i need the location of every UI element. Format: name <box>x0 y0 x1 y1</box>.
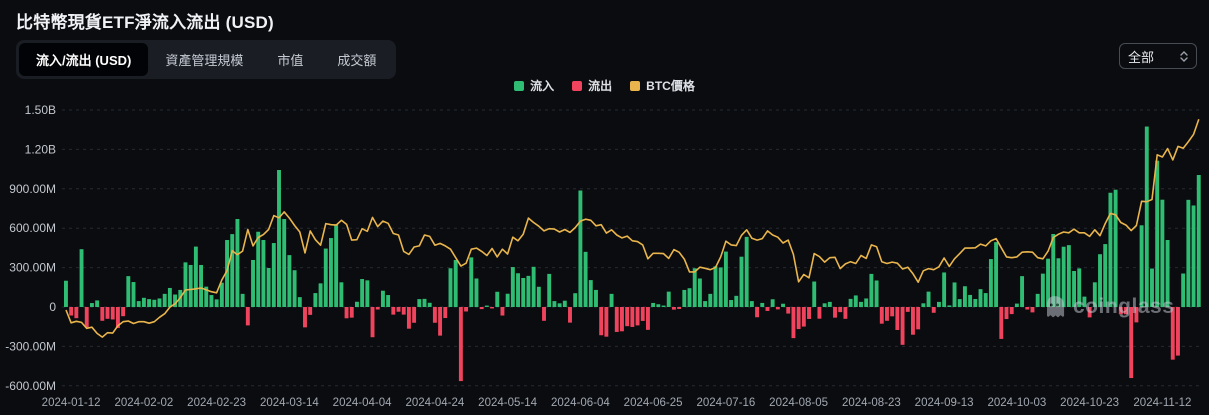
svg-text:2024-06-25: 2024-06-25 <box>624 397 683 409</box>
page-title: 比特幣現貨ETF淨流入流出 (USD) <box>16 13 274 32</box>
range-select[interactable]: 全部 <box>1119 43 1197 69</box>
svg-text:2024-10-23: 2024-10-23 <box>1060 397 1119 409</box>
svg-text:2024-09-13: 2024-09-13 <box>915 397 974 409</box>
svg-text:2024-04-04: 2024-04-04 <box>333 397 392 409</box>
svg-text:300.00M: 300.00M <box>9 261 56 275</box>
btc-price-line <box>65 119 1200 338</box>
svg-text:2024-07-16: 2024-07-16 <box>696 397 755 409</box>
legend-item-btc-price[interactable]: BTC價格 <box>630 77 695 94</box>
svg-text:-600.00M: -600.00M <box>5 379 56 393</box>
x-axis: 2024-01-12 2024-02-02 2024-02-23 2024-03-14… <box>42 397 1192 409</box>
svg-text:900.00M: 900.00M <box>9 182 56 196</box>
svg-text:0: 0 <box>49 300 56 314</box>
chart-legend: 流入 流出 BTC價格 <box>0 77 1209 94</box>
range-select-value: 全部 <box>1128 49 1155 65</box>
svg-text:2024-05-14: 2024-05-14 <box>478 397 537 409</box>
svg-text:2024-08-23: 2024-08-23 <box>842 397 901 409</box>
svg-text:-300.00M: -300.00M <box>5 339 56 353</box>
tab-market-cap[interactable]: 市值 <box>260 43 320 76</box>
svg-text:600.00M: 600.00M <box>9 221 56 235</box>
legend-item-inflow[interactable]: 流入 <box>514 77 554 94</box>
svg-text:2024-03-14: 2024-03-14 <box>260 397 319 409</box>
y-axis: 1.50B 1.20B 900.00M 600.00M 300.00M 0 -300.00M… <box>5 103 1203 393</box>
svg-text:2024-11-12: 2024-11-12 <box>1133 397 1191 409</box>
svg-text:2024-04-24: 2024-04-24 <box>405 397 464 409</box>
svg-text:2024-08-05: 2024-08-05 <box>769 397 828 409</box>
svg-text:2024-01-12: 2024-01-12 <box>42 397 101 409</box>
svg-text:1.20B: 1.20B <box>25 142 56 156</box>
svg-text:2024-10-03: 2024-10-03 <box>987 397 1046 409</box>
flow-bars <box>64 126 1201 382</box>
svg-text:2024-02-02: 2024-02-02 <box>114 397 173 409</box>
inflow-swatch-icon <box>514 80 525 91</box>
tab-bar: 流入/流出 (USD) 資產管理規模 市值 成交額 <box>16 40 397 79</box>
tab-aum[interactable]: 資產管理規模 <box>148 43 260 76</box>
svg-text:2024-02-23: 2024-02-23 <box>187 397 246 409</box>
svg-text:2024-06-04: 2024-06-04 <box>551 397 610 409</box>
tab-inflow-outflow[interactable]: 流入/流出 (USD) <box>19 43 149 76</box>
outflow-swatch-icon <box>572 80 583 91</box>
svg-text:1.50B: 1.50B <box>25 103 56 117</box>
btc-price-swatch-icon <box>630 80 641 91</box>
tab-volume[interactable]: 成交額 <box>320 43 393 76</box>
select-chevron-icon <box>1180 50 1188 62</box>
legend-item-outflow[interactable]: 流出 <box>572 77 612 94</box>
